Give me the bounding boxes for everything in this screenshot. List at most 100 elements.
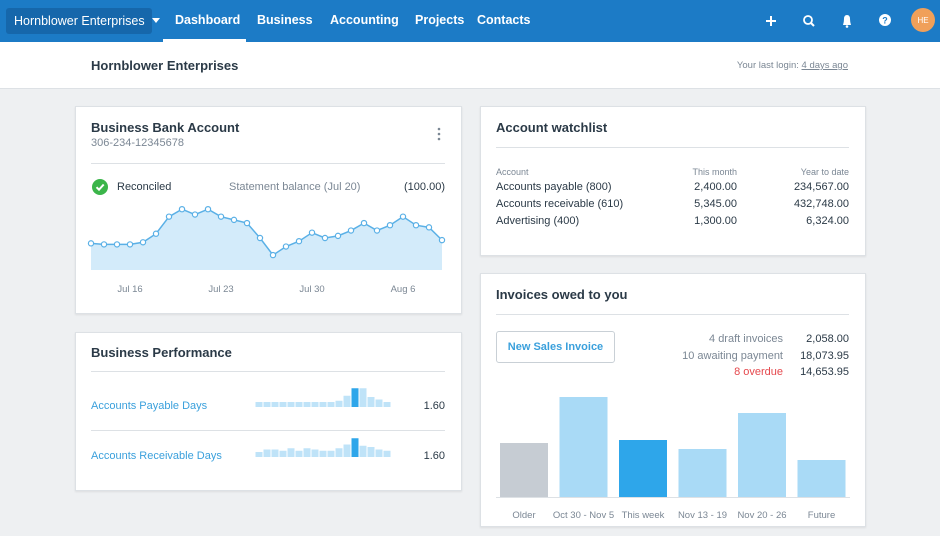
spark-bar [295,450,303,457]
spark-bar [335,400,343,407]
header-band [0,42,940,89]
point [139,239,147,246]
spark-bar [311,449,319,457]
metric-value: 1.60 [423,450,445,462]
last-login-label: Your last login: [736,60,799,71]
table-cell: Accounts payable (800) [496,181,612,193]
card-title: Invoices owed to you [496,287,628,302]
help-icon[interactable]: ? [879,14,891,26]
bar [678,449,727,497]
avatar-initials: HE [917,16,928,25]
point [100,241,108,248]
point [373,227,381,234]
account-number: 306-234-12345678 [91,137,184,149]
search-icon[interactable] [803,15,815,27]
nav-contacts[interactable]: Contacts [477,13,531,27]
spark-bar [327,450,335,457]
spark-bar [287,448,295,457]
metric-link[interactable]: Accounts Payable Days [91,400,208,412]
divider [91,371,445,372]
bar [559,397,608,497]
spark-bar [271,402,279,407]
point [243,219,251,227]
point [412,222,420,229]
bar [738,413,786,497]
watchlist-card [480,106,866,256]
spark-bar [263,402,271,407]
summary-label: 8 overdue [734,366,783,378]
statement-value: (100.00) [404,181,445,193]
last-login-link[interactable]: 4 days ago [801,60,848,71]
sparkbars [255,438,391,457]
line [90,208,443,257]
table-cell: Advertising (400) [496,215,580,227]
point [113,241,121,248]
add-icon[interactable] [766,16,776,26]
point [191,211,199,218]
performance-card [75,332,462,491]
spark-bar [255,452,263,457]
spark-bar [287,402,295,407]
nav-accounting[interactable]: Accounting [330,13,399,27]
x-tick-label: Older [512,510,535,521]
x-tick-label: Jul 16 [117,284,142,295]
nav-dashboard[interactable]: Dashboard [175,13,241,27]
table-cell: 1,300.00 [694,215,737,227]
x-tick-label: Future [808,510,835,521]
point [152,230,160,237]
last-login: Your last login: 4 days ago [737,60,848,71]
new-invoice-button[interactable]: New Sales Invoice [496,331,615,363]
dropdown-caret [152,18,161,23]
spark-bar [319,450,327,457]
table-cell: 432,748.00 [793,198,849,210]
spark-bar [359,388,367,407]
metric-value: 1.60 [423,400,445,412]
point [334,232,342,240]
point [87,240,95,247]
point [230,216,238,224]
metric-link[interactable]: Accounts Receivable Days [91,450,222,462]
divider [91,430,445,431]
point [386,222,394,229]
avatar[interactable]: HE [911,8,935,32]
spark-bar [367,397,375,407]
invoice-chart: Older Oct 30 - Nov 5 This week Nov 13 - 19 N… [496,397,850,521]
card-title: Account watchlist [496,120,608,135]
point [165,213,173,220]
spark-bar [319,402,327,407]
point [308,229,316,236]
spark-bar [279,450,287,457]
point [399,213,407,220]
reconciled-icon [92,179,108,195]
divider [496,147,849,148]
bar [619,440,667,497]
column-header: Year to date [800,167,849,177]
spark-bar [343,444,351,457]
spark-bar [375,399,383,407]
point [347,227,355,234]
spark-bar [375,449,383,457]
table-cell: 5,345.00 [694,198,737,210]
spark-bar [311,402,319,407]
status: Reconciled [117,181,172,193]
area [91,209,442,270]
point [321,234,329,242]
x-tick-label: Oct 30 - Nov 5 [553,510,614,521]
spark-bar [359,445,367,457]
nav-projects[interactable]: Projects [415,13,465,27]
table-cell: 2,400.00 [694,181,737,193]
x-tick-label: Aug 6 [391,284,416,295]
spark-bar [383,402,391,407]
spark-bar [367,447,375,457]
table-cell: 234,567.00 [793,181,849,193]
spark-bar [327,402,335,407]
summary-value: 2,058.00 [806,333,849,345]
notifications-icon[interactable] [843,15,851,28]
spark-bar [383,450,391,457]
org-switcher[interactable]: Hornblower Enterprises [6,8,161,34]
more-menu[interactable] [434,126,444,142]
nav-business[interactable]: Business [257,13,313,27]
x-tick-label: Nov 13 - 19 [678,510,727,521]
statement-label: Statement balance (Jul 20) [229,181,361,193]
